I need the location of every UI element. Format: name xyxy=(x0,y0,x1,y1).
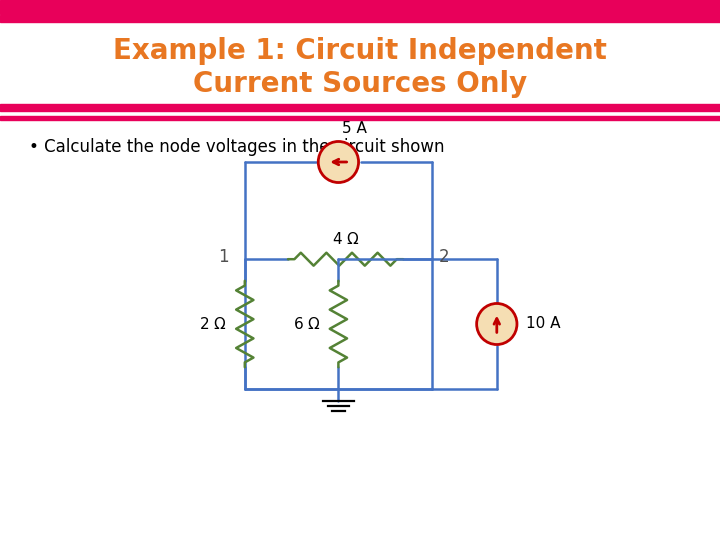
Text: • Calculate the node voltages in the circuit shown: • Calculate the node voltages in the cir… xyxy=(29,138,444,156)
Text: 10 A: 10 A xyxy=(526,316,560,332)
Text: Current Sources Only: Current Sources Only xyxy=(193,70,527,98)
Text: 5 A: 5 A xyxy=(342,121,367,136)
Ellipse shape xyxy=(477,303,517,345)
Text: 6 $\Omega$: 6 $\Omega$ xyxy=(293,316,320,332)
Bar xyxy=(0,116,720,120)
Text: Example 1: Circuit Independent: Example 1: Circuit Independent xyxy=(113,37,607,65)
Bar xyxy=(0,0,720,14)
Text: 2: 2 xyxy=(439,247,450,266)
Bar xyxy=(0,104,720,111)
Ellipse shape xyxy=(318,141,359,183)
Text: 4 $\Omega$: 4 $\Omega$ xyxy=(332,231,359,247)
Text: 2 $\Omega$: 2 $\Omega$ xyxy=(199,316,227,332)
Text: 1: 1 xyxy=(218,247,229,266)
Bar xyxy=(0,15,720,22)
